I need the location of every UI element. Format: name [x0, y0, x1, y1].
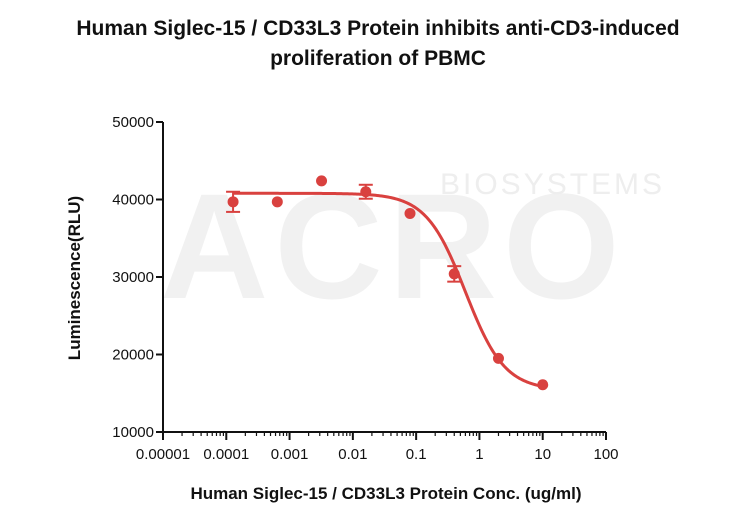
data-point — [360, 186, 372, 198]
x-tick-label: 0.1 — [406, 446, 427, 463]
data-point — [271, 196, 283, 208]
x-tick-label: 0.01 — [338, 446, 367, 463]
data-point — [404, 207, 416, 219]
chart-title-line-1: Human Siglec-15 / CD33L3 Protein inhibit… — [76, 17, 680, 40]
fit-curve — [233, 191, 543, 388]
y-axis-label: Luminescence(RLU) — [65, 196, 84, 360]
chart-title-line-2: proliferation of PBMC — [270, 47, 486, 70]
y-tick-label: 10000 — [112, 424, 154, 441]
y-tick-label: 40000 — [112, 192, 154, 209]
marks-group — [226, 175, 549, 391]
y-tick-label: 30000 — [112, 269, 154, 286]
watermark-logo: ACRO — [160, 162, 626, 330]
data-point — [492, 352, 504, 364]
data-point — [227, 196, 239, 208]
watermark-subtext: BIOSYSTEMS — [440, 168, 666, 201]
chart-title: Human Siglec-15 / CD33L3 Protein inhibit… — [0, 14, 756, 74]
axes-group: 10000 20000 30000 40000 50000 0.00001 0.0001 0.… — [112, 114, 618, 463]
data-point — [316, 175, 328, 187]
x-tick-label: 1 — [475, 446, 483, 463]
x-tick-label: 0.001 — [271, 446, 309, 463]
y-tick-label: 50000 — [112, 114, 154, 131]
data-point — [537, 379, 549, 391]
data-point — [448, 268, 460, 280]
y-tick-label: 20000 — [112, 347, 154, 364]
x-tick-label: 0.00001 — [136, 446, 190, 463]
x-axis-label: Human Siglec-15 / CD33L3 Protein Conc. (… — [190, 484, 581, 503]
x-tick-label: 10 — [534, 446, 551, 463]
x-tick-label: 100 — [593, 446, 618, 463]
x-tick-label: 0.0001 — [203, 446, 249, 463]
